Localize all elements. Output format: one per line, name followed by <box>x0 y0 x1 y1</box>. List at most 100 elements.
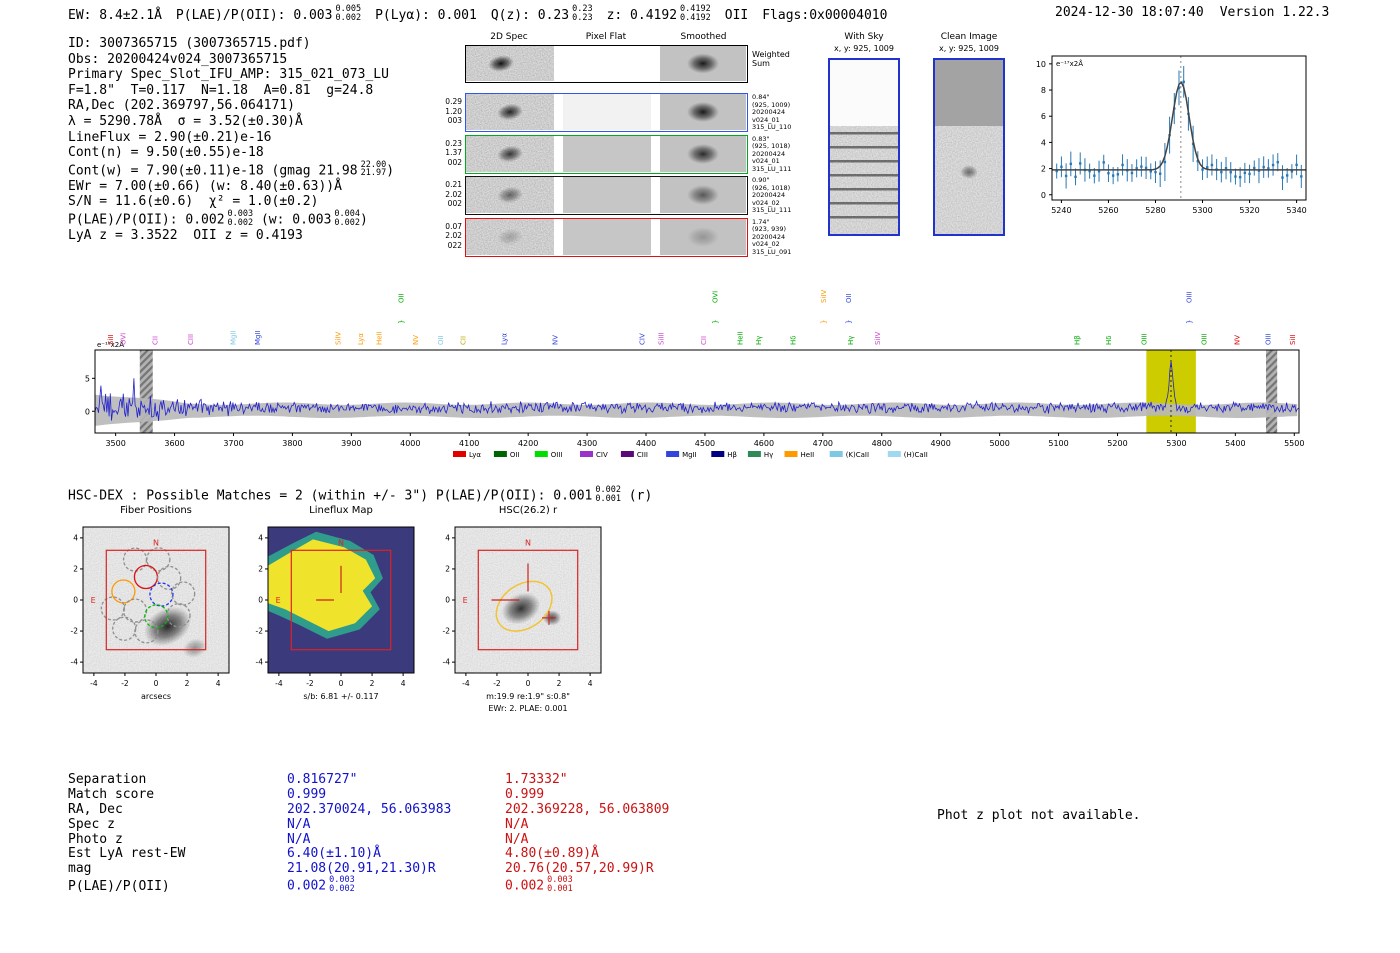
svg-text:2: 2 <box>73 564 78 573</box>
match-value-col2: 20.76(20.57,20.99)R <box>505 861 825 876</box>
svg-text:(K)CaII: (K)CaII <box>846 451 869 459</box>
text-segment: RA,Dec (202.369797,56.064171) <box>68 98 295 114</box>
svg-text:5: 5 <box>85 374 90 383</box>
stacked-uncertainty: 0.004 0.002 <box>334 209 361 228</box>
svg-text:OIII: OIII <box>1264 333 1272 345</box>
field-outline-box <box>290 549 392 651</box>
svg-text:4: 4 <box>216 679 221 688</box>
spec2d-row-weights: 0.07 2.02 022 <box>445 221 462 250</box>
svg-text:2: 2 <box>1041 165 1046 174</box>
svg-text:OII: OII <box>845 293 853 303</box>
text-segment: λ = 5290.78Å σ = 3.52(±0.30)Å <box>68 113 303 129</box>
svg-text:MgII: MgII <box>229 330 237 345</box>
masked-band <box>1265 350 1278 433</box>
spec2d-fiber-row <box>465 93 748 132</box>
imaging-cutouts: Fiber Positions N E -4 -4 -2 -2 0 0 2 2 4 4 arcsecs Li… <box>55 505 655 725</box>
field-outline-box <box>105 549 207 651</box>
text-segment: N/A <box>505 831 529 847</box>
spec2d-row-annotation: 0.84" (925, 1009) 20200424 v024_01 315_LU_11… <box>752 93 792 131</box>
summary-header: EW: 8.4±2.1Å P(LAE)/P(OII): 0.003 0.005 0.0… <box>68 5 901 23</box>
svg-text:MgII: MgII <box>682 451 697 459</box>
text-segment: N/A <box>505 816 529 832</box>
svg-text:(H)CaII: (H)CaII <box>904 451 928 459</box>
info-line: LineFlux = 2.90(±0.21)e-16 <box>68 130 394 146</box>
svg-text:0: 0 <box>73 596 78 605</box>
match-row-label: Match score <box>68 786 155 802</box>
match-value-col2: 0.999 <box>505 787 825 802</box>
aperture-ellipse <box>495 580 553 632</box>
svg-text:-2: -2 <box>121 679 129 688</box>
match-row-label: Separation <box>68 772 147 787</box>
text-segment: Cont(w) = 7.90(±0.11)e-18 (gmag 21.98 <box>68 163 358 179</box>
match-table-row: mag 21.08(20.91,21.30)R 20.76(20.57,20.99)… <box>68 861 825 876</box>
svg-text:-4: -4 <box>275 679 283 688</box>
info-line: λ = 5290.78Å σ = 3.52(±0.30)Å <box>68 114 394 130</box>
svg-text:-4: -4 <box>443 658 451 667</box>
match-value-col1: 6.40(±1.10)Å <box>287 846 505 861</box>
svg-text:arcsecs: arcsecs <box>141 692 171 701</box>
svg-text:OIII: OIII <box>1185 291 1193 303</box>
text-segment: 20.76(20.57,20.99)R <box>505 861 654 877</box>
match-value-col1: 0.002 0.003 0.002 <box>287 876 505 894</box>
text-segment: 0.002 <box>287 878 327 894</box>
spec2d-row-weights: 0.29 1.20 003 <box>445 97 462 125</box>
spec2d-fiber-row <box>465 176 748 215</box>
svg-text:Lyα: Lyα <box>357 333 365 345</box>
match-value-col2: N/A <box>505 832 825 847</box>
svg-text:NV: NV <box>551 335 559 345</box>
svg-text:HeII: HeII <box>376 331 384 345</box>
svg-text:e⁻¹⁷x2Å: e⁻¹⁷x2Å <box>97 340 124 349</box>
text-segment: EW: 8.4±2.1Å <box>68 7 162 23</box>
svg-text:EWr: 2. PLAE: 0.001: EWr: 2. PLAE: 0.001 <box>488 704 567 713</box>
svg-text:0: 0 <box>85 407 90 416</box>
text-segment: 6.40(±1.10)Å <box>287 846 381 862</box>
svg-text:5200: 5200 <box>1107 439 1127 448</box>
spec2d-fiber-row <box>465 217 748 257</box>
version-label: Version 1.22.3 <box>1219 5 1330 20</box>
text-segment: 0.816727" <box>287 772 358 787</box>
spec2d-row-annotation: 0.90" (926, 1018) 20200424 v024_02 315_LU_11… <box>752 176 792 214</box>
svg-text:4200: 4200 <box>518 439 538 448</box>
svg-text:CII: CII <box>459 336 467 345</box>
stacked-uncertainty: 0.23 0.23 <box>572 4 593 23</box>
svg-text:s/b: 6.81 +/- 0.117: s/b: 6.81 +/- 0.117 <box>303 692 378 701</box>
svg-text:CII: CII <box>700 336 708 345</box>
fit-data-points <box>1055 66 1303 190</box>
header-stat: Q(z): 0.23 0.23 0.23 <box>491 4 593 23</box>
svg-text:3700: 3700 <box>223 439 243 448</box>
text-segment: LineFlux = 2.90(±0.21)e-16 <box>68 129 272 145</box>
sky-panel-title: With Sky <box>844 32 884 42</box>
text-segment: ) <box>386 163 395 179</box>
text-segment: P(LAE)/P(OII): 0.002 <box>68 212 225 228</box>
text-segment: 4.80(±0.89)Å <box>505 846 599 862</box>
svg-text:8: 8 <box>1041 86 1046 95</box>
svg-text:2: 2 <box>370 679 375 688</box>
svg-text:}: } <box>712 320 720 324</box>
text-segment: (r) <box>620 488 653 504</box>
svg-text:-4: -4 <box>71 658 79 667</box>
stacked-uncertainty: 0.003 0.001 <box>547 875 573 894</box>
info-line: Cont(w) = 7.90(±0.11)e-18 (gmag 21.98 22.… <box>68 161 394 179</box>
svg-text:E: E <box>276 596 281 605</box>
line-fit-chart: 5240 5260 5280 5300 5320 5340 0 2 4 6 8 10 e⁻¹⁷x2Å <box>1036 55 1307 215</box>
match-value-col1: 21.08(20.91,21.30)R <box>287 861 505 876</box>
error-band <box>95 394 1298 426</box>
text-segment: F=1.8" T=0.117 N=1.18 A=0.81 g=24.8 <box>68 82 374 98</box>
stacked-uncertainty: 22.00 21.97 <box>360 159 387 179</box>
text-segment: ) <box>360 212 368 228</box>
text-segment: Cont(n) = 9.50(±0.55)e-18 <box>68 145 264 161</box>
match-value-col1: 0.816727" <box>287 772 505 787</box>
svg-text:5100: 5100 <box>1048 439 1068 448</box>
svg-text:Hδ: Hδ <box>789 335 797 345</box>
sky-panel-title: Clean Image <box>940 32 998 42</box>
header-stat: OII <box>725 8 748 23</box>
svg-text:5400: 5400 <box>1225 439 1245 448</box>
svg-text:OII: OII <box>397 293 405 303</box>
svg-text:3900: 3900 <box>341 439 361 448</box>
svg-text:5260: 5260 <box>1098 206 1118 215</box>
sky-panel-subtitle: x, y: 925, 1009 <box>939 44 999 53</box>
svg-text:HeII: HeII <box>736 331 744 345</box>
svg-text:2: 2 <box>258 564 263 573</box>
svg-text:SiIV: SiIV <box>334 332 342 345</box>
photz-note: Phot z plot not available. <box>937 808 1141 823</box>
